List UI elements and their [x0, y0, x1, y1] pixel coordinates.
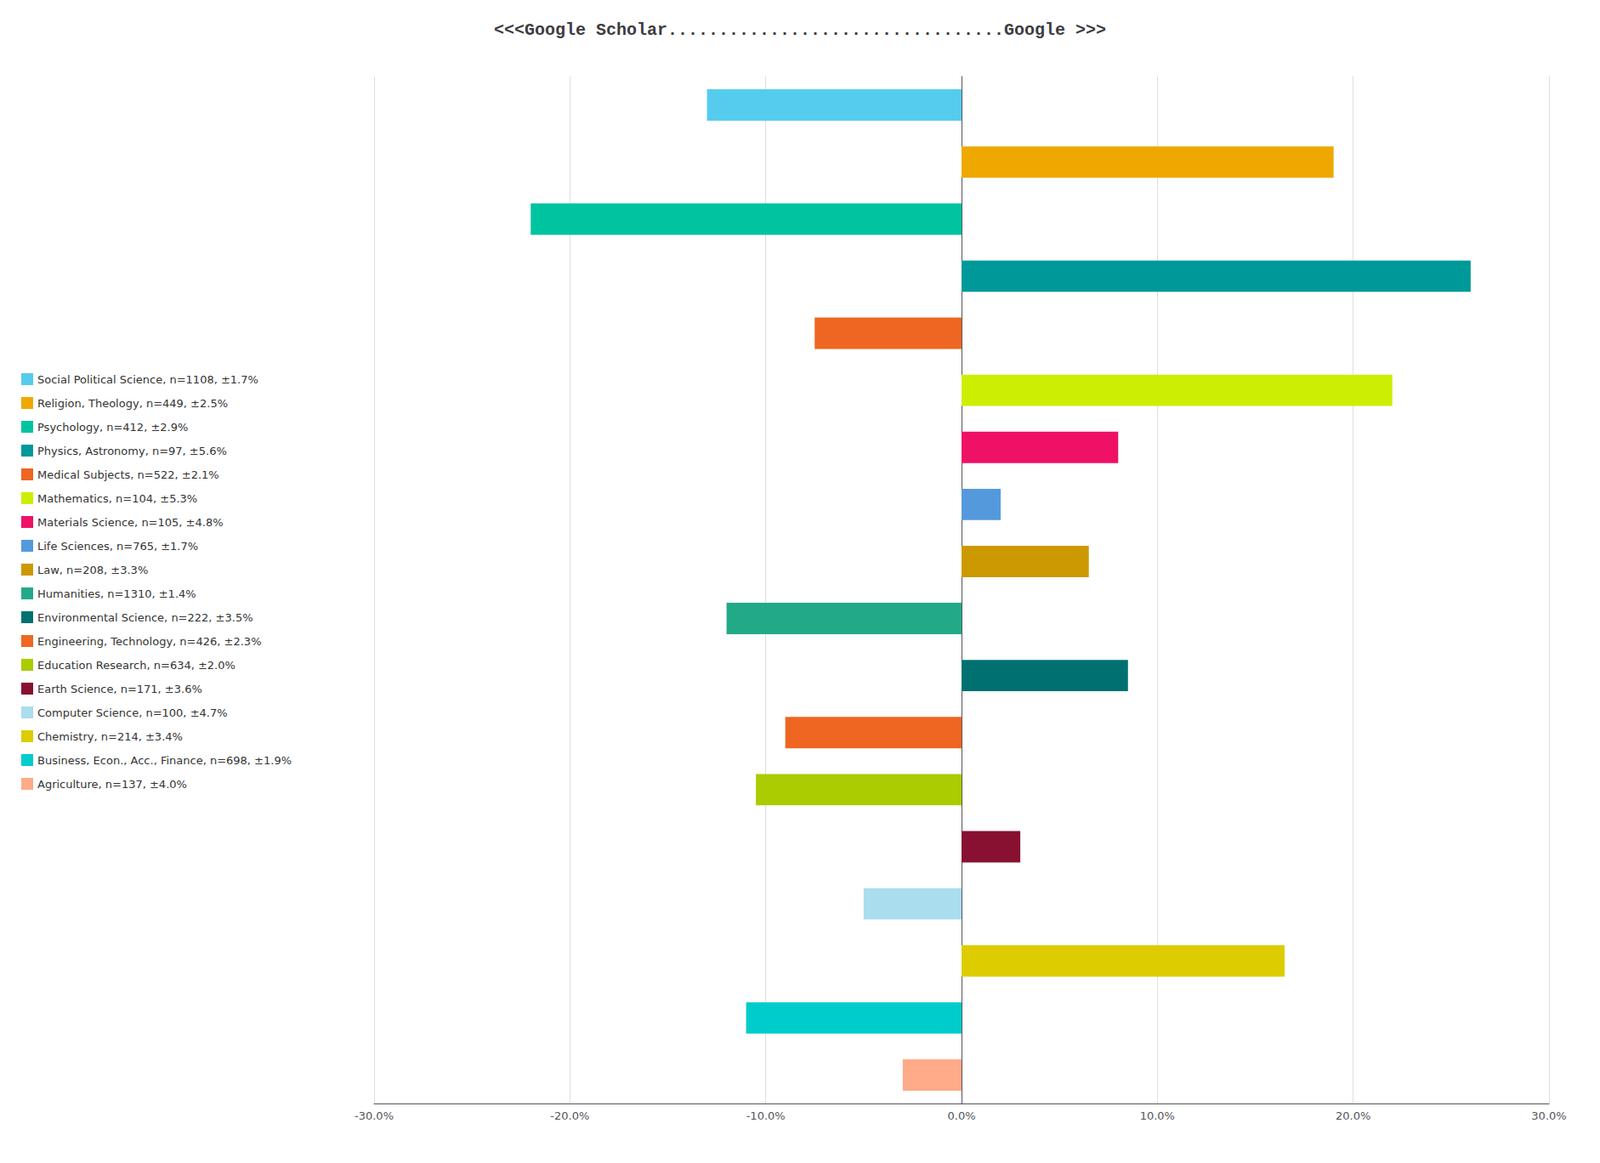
- svg-text:Humanities, n=1310, ±1.4%: Humanities, n=1310, ±1.4%: [37, 587, 197, 601]
- svg-text:Life Sciences, n=765, ±1.7%: Life Sciences, n=765, ±1.7%: [37, 539, 199, 553]
- svg-text:<<<Google Scholar.............: <<<Google Scholar.......................…: [493, 20, 1107, 40]
- svg-text:Medical Subjects, n=522, ±2.1%: Medical Subjects, n=522, ±2.1%: [37, 468, 220, 482]
- svg-text:Agriculture, n=137, ±4.0%: Agriculture, n=137, ±4.0%: [37, 777, 188, 791]
- svg-text:-20.0%: -20.0%: [550, 1109, 590, 1123]
- svg-text:Religion, Theology, n=449, ±2.: Religion, Theology, n=449, ±2.5%: [37, 397, 228, 410]
- svg-text:Chemistry, n=214, ±3.4%: Chemistry, n=214, ±3.4%: [37, 730, 183, 744]
- svg-text:Physics, Astronomy, n=97, ±5.6: Physics, Astronomy, n=97, ±5.6%: [37, 444, 227, 458]
- svg-text:Environmental Science, n=222,: Environmental Science, n=222, ±3.5%: [37, 611, 254, 625]
- svg-text:Education Research, n=634, ±2.: Education Research, n=634, ±2.0%: [37, 658, 236, 672]
- svg-text:Mathematics, n=104, ±5.3%: Mathematics, n=104, ±5.3%: [37, 492, 198, 505]
- svg-text:Psychology, n=412, ±2.9%: Psychology, n=412, ±2.9%: [37, 420, 188, 434]
- svg-text:Materials Science, n=105, ±4.8: Materials Science, n=105, ±4.8%: [37, 516, 224, 529]
- svg-text:20.0%: 20.0%: [1335, 1109, 1371, 1123]
- svg-text:-10.0%: -10.0%: [746, 1109, 786, 1123]
- svg-text:Law, n=208, ±3.3%: Law, n=208, ±3.3%: [37, 563, 148, 577]
- svg-text:30.0%: 30.0%: [1531, 1109, 1566, 1123]
- svg-text:Social Political Science, n=11: Social Political Science, n=1108, ±1.7%: [37, 373, 259, 386]
- svg-text:Computer Science, n=100, ±4.7%: Computer Science, n=100, ±4.7%: [37, 706, 228, 720]
- svg-text:-30.0%: -30.0%: [354, 1109, 394, 1123]
- svg-text:10.0%: 10.0%: [1140, 1109, 1175, 1123]
- svg-text:0.0%: 0.0%: [947, 1109, 976, 1123]
- svg-text:Earth Science, n=171, ±3.6%: Earth Science, n=171, ±3.6%: [37, 682, 203, 696]
- svg-text:Engineering, Technology, n=426: Engineering, Technology, n=426, ±2.3%: [37, 635, 261, 648]
- svg-text:Business, Econ., Acc., Finance: Business, Econ., Acc., Finance, n=698, ±…: [37, 754, 292, 767]
